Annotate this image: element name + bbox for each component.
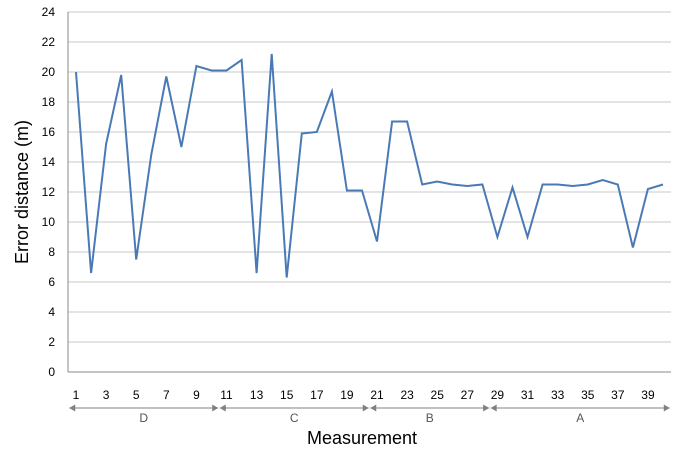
y-tick-label: 18 — [42, 95, 56, 109]
y-tick-label: 22 — [42, 35, 56, 49]
y-tick-label: 10 — [42, 215, 56, 229]
x-tick-label: 3 — [103, 388, 110, 402]
x-tick-labels: 1 3 5 7 9 11 13 15 17 19 21 23 25 27 29 31 33 35 37 39 — [73, 388, 655, 402]
x-tick-label: 37 — [611, 388, 625, 402]
group-label: C — [290, 411, 299, 425]
x-tick-label: 27 — [461, 388, 475, 402]
group-label: B — [426, 411, 434, 425]
x-tick-label: 35 — [581, 388, 595, 402]
y-tick-label: 2 — [48, 335, 55, 349]
y-tick-label: 20 — [42, 65, 56, 79]
group-arrow-left-head — [69, 404, 76, 412]
x-tick-label: 7 — [163, 388, 170, 402]
x-tick-label: 5 — [133, 388, 140, 402]
group-arrow-left-head — [219, 404, 226, 412]
group-arrow-right-head — [483, 404, 490, 412]
x-axis-title: Measurement — [307, 428, 417, 448]
axes — [67, 12, 671, 373]
y-tick-label: 6 — [48, 275, 55, 289]
x-tick-label: 29 — [491, 388, 505, 402]
y-tick-label: 0 — [48, 365, 55, 379]
x-tick-label: 21 — [370, 388, 384, 402]
x-tick-label: 31 — [521, 388, 535, 402]
y-tick-label: 24 — [42, 5, 56, 19]
y-axis-title: Error distance (m) — [12, 120, 32, 264]
x-tick-label: 13 — [250, 388, 264, 402]
x-tick-label: 15 — [280, 388, 294, 402]
series-line — [75, 53, 664, 278]
x-tick-label: 17 — [310, 388, 324, 402]
group-label: A — [576, 411, 584, 425]
x-tick-label: 1 — [73, 388, 80, 402]
group-arrow-left-head — [370, 404, 377, 412]
y-tick-label: 12 — [42, 185, 56, 199]
y-tick-label: 4 — [48, 305, 55, 319]
x-tick-label: 11 — [220, 388, 233, 402]
group-arrow-right-head — [212, 404, 219, 412]
y-tick-label: 8 — [48, 245, 55, 259]
group-arrow-right-head — [362, 404, 369, 412]
x-tick-label: 33 — [551, 388, 565, 402]
group-arrow-left-head — [490, 404, 497, 412]
group-label: D — [139, 411, 148, 425]
x-tick-label: 39 — [641, 388, 655, 402]
x-tick-label: 23 — [400, 388, 414, 402]
gridlines — [68, 11, 671, 343]
x-tick-label: 9 — [193, 388, 200, 402]
x-tick-label: 19 — [340, 388, 354, 402]
y-tick-label: 16 — [42, 125, 56, 139]
series — [75, 53, 664, 278]
y-tick-label: 14 — [42, 155, 56, 169]
group-arrow-right-head — [663, 404, 670, 412]
x-tick-label: 25 — [431, 388, 445, 402]
